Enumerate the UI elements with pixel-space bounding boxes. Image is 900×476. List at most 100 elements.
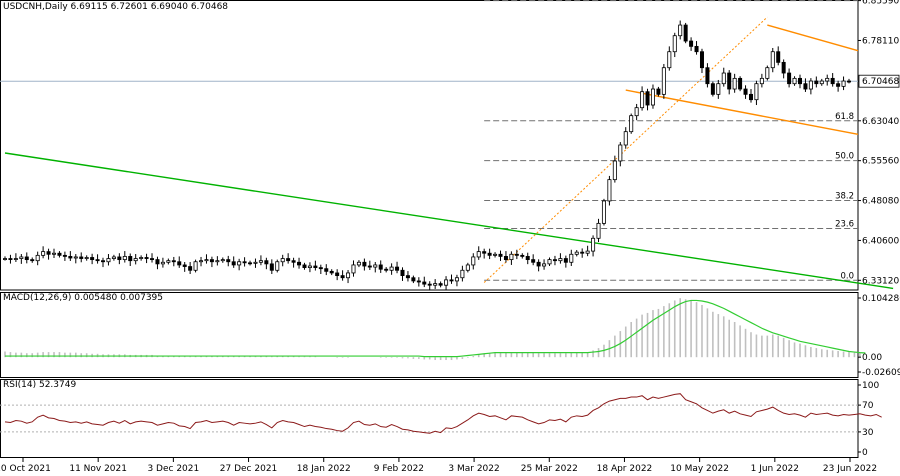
candle bbox=[231, 256, 236, 268]
candle-body bbox=[552, 259, 557, 262]
candle-body bbox=[324, 268, 329, 272]
candle-body bbox=[525, 256, 530, 261]
candle bbox=[253, 258, 258, 268]
candle-body bbox=[95, 259, 100, 262]
candle bbox=[405, 271, 410, 282]
candle-body bbox=[460, 269, 465, 279]
candle-body bbox=[318, 267, 323, 270]
candle bbox=[732, 73, 737, 93]
candle bbox=[188, 262, 193, 275]
candle-body bbox=[650, 88, 655, 106]
candle-body bbox=[150, 258, 155, 261]
candle bbox=[411, 275, 416, 284]
candle bbox=[416, 277, 421, 287]
candle-body bbox=[411, 277, 416, 282]
candle bbox=[836, 80, 841, 92]
rsi-axis-label: 100 bbox=[862, 381, 879, 391]
candle-body bbox=[585, 250, 590, 254]
candle bbox=[395, 261, 400, 274]
candle bbox=[302, 262, 307, 270]
candle-body bbox=[487, 252, 492, 256]
candle-body bbox=[634, 107, 639, 117]
candle bbox=[672, 32, 677, 58]
candle bbox=[101, 257, 106, 268]
candle bbox=[580, 248, 585, 258]
candle bbox=[563, 255, 568, 268]
candle-body bbox=[264, 260, 269, 265]
candle bbox=[269, 259, 274, 275]
candle bbox=[471, 253, 476, 270]
candle-body bbox=[612, 160, 617, 181]
candle-body bbox=[433, 283, 438, 286]
candle-body bbox=[35, 254, 40, 262]
candle-body bbox=[286, 258, 291, 262]
candle-body bbox=[770, 51, 775, 69]
candle-body bbox=[237, 261, 242, 266]
candle bbox=[601, 198, 606, 226]
candle bbox=[623, 127, 628, 149]
candle bbox=[3, 256, 8, 261]
candle bbox=[139, 255, 144, 261]
candle-body bbox=[297, 261, 302, 266]
candle bbox=[640, 86, 645, 111]
candle-body bbox=[694, 45, 699, 53]
candle bbox=[770, 47, 775, 73]
candle bbox=[569, 249, 574, 267]
candle-body bbox=[476, 251, 481, 258]
candle bbox=[35, 251, 40, 266]
candle bbox=[378, 260, 383, 273]
channel-upper-line bbox=[767, 24, 859, 52]
candle bbox=[449, 274, 454, 284]
candle-body bbox=[699, 51, 704, 69]
candle-body bbox=[607, 179, 612, 202]
candle-body bbox=[242, 261, 247, 264]
candle-body bbox=[819, 80, 824, 85]
candle bbox=[444, 276, 449, 290]
fib-level-label-3: 38.2 bbox=[835, 192, 854, 202]
candle bbox=[384, 267, 389, 273]
candle bbox=[612, 155, 617, 183]
candle-body bbox=[814, 80, 819, 85]
candle bbox=[841, 76, 846, 91]
candle bbox=[487, 248, 492, 260]
candle-body bbox=[449, 279, 454, 282]
candle bbox=[792, 76, 797, 86]
candle-body bbox=[580, 251, 585, 254]
candle bbox=[727, 70, 732, 95]
candle bbox=[220, 257, 225, 263]
candle-body bbox=[122, 256, 127, 261]
candle-body bbox=[307, 265, 312, 269]
x-axis-label: 3 Dec 2021 bbox=[147, 464, 199, 474]
candle-body bbox=[84, 257, 89, 259]
candle-body bbox=[400, 269, 405, 277]
candle-body bbox=[536, 261, 541, 267]
candle bbox=[803, 78, 808, 92]
candle-body bbox=[73, 256, 78, 259]
candle bbox=[242, 257, 247, 267]
candle bbox=[574, 250, 579, 257]
candle bbox=[427, 281, 432, 291]
candle-body bbox=[166, 260, 171, 263]
candle bbox=[318, 264, 323, 275]
candle-body bbox=[683, 24, 688, 42]
candle bbox=[493, 252, 498, 258]
candle-body bbox=[356, 261, 361, 266]
macd-main-value: 0.005480 bbox=[74, 293, 118, 303]
candle bbox=[95, 254, 100, 264]
candle-body bbox=[367, 265, 372, 268]
candle-body bbox=[395, 266, 400, 271]
candle bbox=[13, 253, 18, 263]
candle bbox=[111, 254, 116, 261]
candle bbox=[689, 37, 694, 51]
macd-axis-label: -0.026097 bbox=[862, 368, 900, 378]
candle bbox=[438, 281, 443, 288]
candle bbox=[683, 22, 688, 44]
candle-body bbox=[727, 72, 732, 90]
candle bbox=[280, 254, 285, 267]
candle-body bbox=[493, 253, 498, 256]
candle-body bbox=[275, 261, 280, 271]
candle bbox=[454, 274, 459, 287]
candle-body bbox=[177, 261, 182, 266]
candle bbox=[258, 255, 263, 266]
candle bbox=[90, 253, 95, 265]
